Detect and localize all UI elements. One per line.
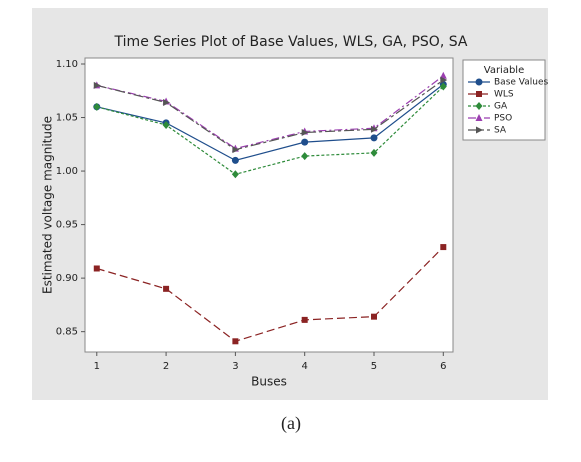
legend-label: WLS <box>494 90 514 100</box>
data-point <box>370 125 378 133</box>
x-tick-label: 1 <box>94 361 100 372</box>
x-tick-label: 5 <box>371 361 377 372</box>
series-line <box>96 83 444 161</box>
series-line <box>96 246 444 342</box>
x-tick-label: 4 <box>302 361 308 372</box>
y-tick-label: 0.85 <box>56 327 78 338</box>
data-point <box>370 134 378 142</box>
data-point <box>163 99 171 107</box>
data-point <box>162 121 170 130</box>
legend-marker <box>475 114 483 121</box>
x-axis-label: Buses <box>251 375 287 389</box>
legend-label: Base Values <box>494 78 548 88</box>
legend-label: PSO <box>494 114 512 124</box>
data-point <box>93 265 100 272</box>
x-tick-label: 3 <box>232 361 238 372</box>
data-point <box>232 338 239 345</box>
y-tick-label: 0.90 <box>56 273 78 284</box>
data-point <box>440 244 447 251</box>
data-point <box>439 71 447 79</box>
x-tick-label: 2 <box>163 361 169 372</box>
data-point <box>301 129 309 137</box>
data-point <box>232 146 240 154</box>
legend-marker <box>476 126 483 134</box>
legend-label: GA <box>494 102 508 112</box>
caption: (a) <box>281 413 301 434</box>
series-line <box>96 75 444 150</box>
y-tick-label: 0.95 <box>56 220 78 231</box>
legend-label: SA <box>494 126 507 136</box>
data-point <box>231 170 239 179</box>
x-tick-label: 6 <box>440 361 446 372</box>
legend-marker <box>475 102 483 110</box>
data-point <box>163 285 170 292</box>
data-point <box>301 152 309 161</box>
data-point <box>231 156 239 164</box>
plot-area <box>84 57 454 353</box>
data-point <box>301 138 309 146</box>
data-point <box>370 148 378 157</box>
legend-marker <box>476 91 482 97</box>
data-point <box>93 81 101 89</box>
y-tick-label: 1.05 <box>56 113 78 124</box>
y-tick-label: 1.00 <box>56 166 78 177</box>
y-axis-label: Estimated voltage magnitude <box>41 116 55 294</box>
data-point <box>370 313 377 320</box>
y-tick-label: 1.10 <box>56 59 78 70</box>
series-line <box>96 79 444 151</box>
series-line <box>96 86 444 175</box>
chart-title: Time Series Plot of Base Values, WLS, GA… <box>114 34 468 50</box>
legend-title: Variable <box>484 65 525 76</box>
data-point <box>301 316 308 323</box>
data-point <box>440 76 448 84</box>
data-point <box>93 102 101 111</box>
legend-marker <box>475 78 483 86</box>
data-point <box>439 82 447 91</box>
legend-box <box>462 59 546 141</box>
